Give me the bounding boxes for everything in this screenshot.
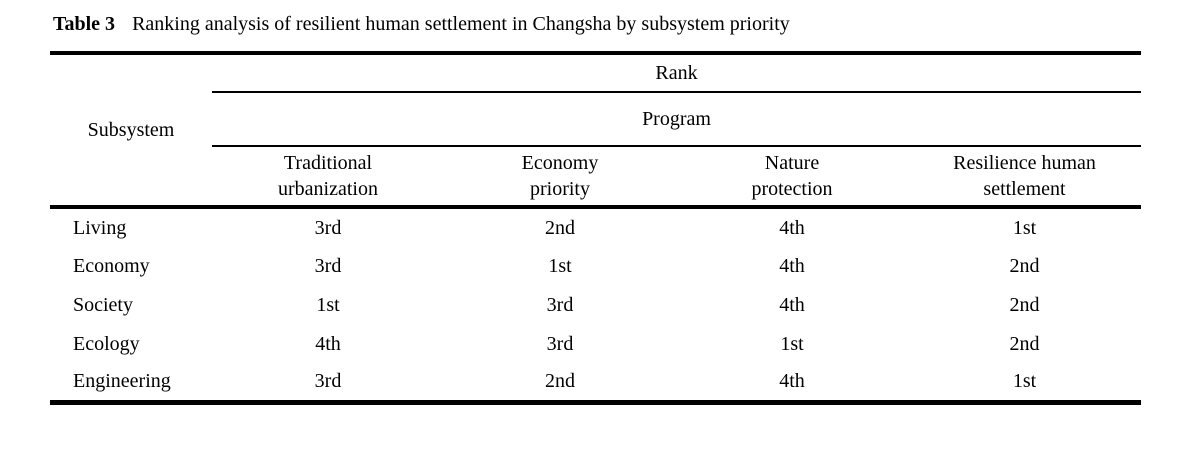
rank-cell: 3rd bbox=[314, 216, 342, 239]
column-header-nature-protection: Nature protection bbox=[676, 146, 908, 209]
column-header-resilience-human-settlement: Resilience human settlement bbox=[908, 146, 1142, 209]
column-header-line: Nature bbox=[764, 152, 820, 174]
rank-cell: 1st bbox=[1012, 216, 1037, 239]
rank-cell: 2nd bbox=[1009, 254, 1040, 277]
table-row-society: Society 1st 3rd 4th 2nd bbox=[50, 285, 1141, 324]
table-caption-label: Table 3 bbox=[53, 13, 116, 35]
rank-cell: 2nd bbox=[545, 370, 575, 393]
rank-cell: 4th bbox=[779, 293, 805, 316]
column-header-line: Economy bbox=[521, 152, 599, 174]
rank-cell: 1st bbox=[1012, 370, 1037, 393]
column-header-line: Resilience human bbox=[953, 152, 1096, 174]
rank-cell: 3rd bbox=[314, 254, 342, 277]
table-row-engineering: Engineering 3rd 2nd 4th 1st bbox=[50, 363, 1141, 402]
row-label: Economy bbox=[73, 254, 150, 277]
column-header-line: urbanization bbox=[278, 178, 378, 200]
table-row-economy: Economy 3rd 1st 4th 2nd bbox=[50, 246, 1141, 285]
column-header-economy-priority: Economy priority bbox=[444, 146, 676, 209]
rank-cell: 3rd bbox=[546, 332, 574, 355]
row-label: Engineering bbox=[73, 370, 171, 393]
rank-cell: 3rd bbox=[546, 293, 574, 316]
rank-cell: 1st bbox=[780, 332, 804, 355]
rank-cell: 2nd bbox=[545, 216, 575, 239]
table-caption: Table 3 Ranking analysis of resilient hum… bbox=[53, 13, 790, 36]
column-header-line: Traditional bbox=[283, 152, 373, 174]
row-label: Society bbox=[73, 293, 133, 316]
rank-cell: 4th bbox=[779, 216, 805, 239]
rank-cell: 2nd bbox=[1009, 332, 1040, 355]
row-label: Ecology bbox=[73, 332, 140, 355]
column-header-line: priority bbox=[530, 178, 590, 200]
rank-cell: 1st bbox=[316, 293, 340, 316]
subgroup-header-program: Program bbox=[212, 92, 1142, 147]
group-header-rank: Rank bbox=[212, 53, 1142, 93]
column-header-traditional-urbanization: Traditional urbanization bbox=[212, 146, 444, 209]
corner-header-subsystem: Subsystem bbox=[50, 53, 212, 209]
row-label: Living bbox=[73, 216, 127, 239]
table-row-ecology: Ecology 4th 3rd 1st 2nd bbox=[50, 324, 1141, 363]
table-caption-text: Ranking analysis of resilient human sett… bbox=[132, 13, 790, 35]
rank-cell: 3rd bbox=[314, 370, 342, 393]
table-row-living: Living 3rd 2nd 4th 1st bbox=[50, 207, 1141, 246]
rank-cell: 1st bbox=[548, 254, 572, 277]
rank-cell: 2nd bbox=[1009, 293, 1040, 316]
column-header-line: settlement bbox=[983, 178, 1066, 200]
rank-cell: 4th bbox=[315, 332, 341, 355]
ranking-table: Subsystem Rank Program Traditional urban… bbox=[50, 51, 1142, 405]
rank-cell: 4th bbox=[779, 370, 805, 393]
column-header-line: protection bbox=[751, 178, 833, 200]
rank-cell: 4th bbox=[779, 254, 805, 277]
